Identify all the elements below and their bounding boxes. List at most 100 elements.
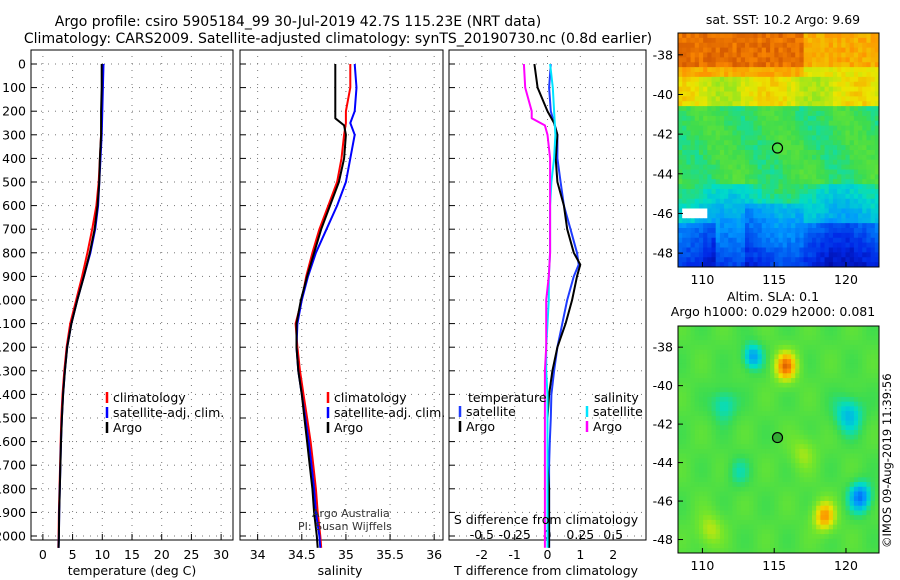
grid-dot: [345, 266, 347, 267]
map-cell: [774, 125, 779, 131]
grid-dot: [202, 441, 203, 443]
map-cell: [774, 47, 779, 53]
map-cell: [690, 76, 696, 83]
map-cell: [820, 203, 825, 209]
grid-dot: [433, 343, 435, 344]
map-cell: [678, 81, 683, 88]
map-cell: [849, 37, 855, 44]
map-cell: [757, 135, 763, 141]
map-cell: [715, 154, 721, 161]
grid-dot: [90, 488, 91, 490]
grid-dot: [579, 462, 581, 463]
map-cell: [832, 193, 838, 200]
grid-dot: [522, 110, 523, 112]
grid-dot: [432, 323, 433, 325]
map-cell: [874, 37, 880, 44]
map-cell: [765, 101, 771, 107]
grid-dot: [188, 417, 189, 419]
grid-dot: [285, 323, 286, 325]
grid-dot: [190, 441, 192, 442]
grid-dot: [536, 134, 537, 136]
map-cell: [807, 96, 813, 102]
grid-dot: [220, 448, 222, 449]
map-cell: [728, 198, 733, 205]
grid-dot: [355, 228, 356, 230]
map-cell: [757, 140, 763, 146]
map-cell: [812, 91, 817, 97]
grid-dot: [579, 357, 581, 358]
grid-dot: [508, 134, 509, 136]
grid-dot: [536, 393, 537, 395]
grid-dot: [131, 245, 133, 246]
grid-dot: [612, 140, 614, 141]
map-cell: [757, 67, 763, 73]
grid-dot: [459, 275, 460, 277]
map-cell: [841, 159, 846, 166]
grid-dot: [411, 464, 412, 466]
grid-dot: [209, 441, 210, 443]
grid-dot: [433, 77, 435, 78]
grid-dot: [188, 110, 189, 112]
map-cell: [724, 96, 729, 102]
map-cell: [832, 174, 838, 180]
map-cell: [745, 91, 750, 97]
grid-dot: [41, 205, 42, 207]
grid-dot: [389, 203, 391, 204]
grid-dot: [301, 329, 303, 330]
map-cell: [866, 86, 872, 92]
grid-dot: [501, 511, 502, 513]
map-cell: [824, 184, 830, 190]
map-cell: [774, 218, 779, 224]
map-cell: [778, 145, 784, 151]
map-cell: [816, 96, 821, 102]
map-cell: [791, 174, 796, 180]
map-cell: [698, 106, 704, 112]
map-cell: [874, 179, 880, 185]
map-cell: [799, 198, 805, 205]
grid-dot: [606, 370, 607, 372]
grid-dot: [301, 427, 303, 428]
grid-dot: [627, 299, 628, 301]
x-tick-label: 5: [69, 547, 77, 562]
map-cell: [778, 81, 784, 88]
grid-dot: [418, 134, 419, 136]
map-cell: [728, 150, 733, 156]
grid-dot: [160, 63, 161, 65]
grid-dot: [153, 441, 154, 443]
grid-dot: [118, 275, 119, 277]
map-cell: [795, 189, 800, 195]
grid-dot: [174, 181, 175, 183]
map-cell: [828, 120, 834, 127]
grid-dot: [514, 371, 516, 372]
map-cell: [870, 57, 876, 63]
map-cell: [686, 86, 691, 92]
map-cell: [853, 140, 859, 146]
map-cell: [757, 145, 763, 151]
grid-dot: [320, 464, 321, 466]
grid-dot: [627, 87, 628, 89]
grid-dot: [190, 462, 192, 463]
grid-dot: [181, 535, 182, 537]
grid-dot: [634, 511, 635, 513]
grid-dot: [579, 196, 581, 197]
grid-dot: [348, 323, 349, 325]
grid-dot: [433, 497, 435, 498]
grid-dot: [389, 196, 391, 197]
grid-dot: [529, 299, 530, 301]
map-cell: [694, 164, 700, 170]
grid-dot: [292, 488, 293, 490]
grid-dot: [514, 357, 516, 358]
grid-dot: [190, 511, 192, 512]
grid-dot: [389, 238, 391, 239]
map-cell: [698, 174, 704, 180]
map-cell: [740, 198, 746, 205]
map-cell: [791, 120, 796, 127]
grid-dot: [564, 134, 565, 136]
grid-dot: [90, 134, 91, 136]
grid-dot: [271, 535, 272, 537]
grid-dot: [585, 87, 586, 89]
map-cell: [849, 47, 855, 53]
grid-dot: [515, 370, 516, 372]
grid-dot: [341, 370, 342, 372]
map-cell: [736, 76, 742, 83]
